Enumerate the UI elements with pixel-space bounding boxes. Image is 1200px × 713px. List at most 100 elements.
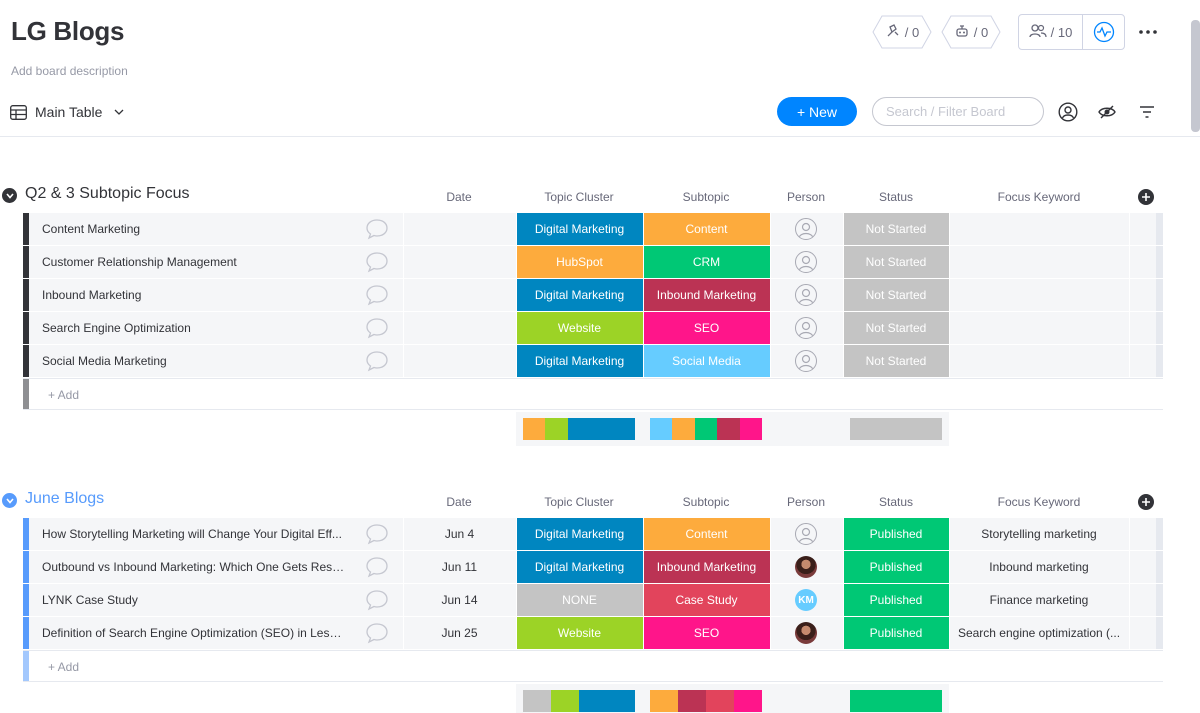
add-item-label[interactable]: + Add bbox=[48, 660, 80, 674]
summary-subtopic-bar[interactable] bbox=[650, 418, 762, 440]
person-cell[interactable] bbox=[770, 213, 842, 245]
new-item-button[interactable]: + New bbox=[777, 97, 857, 126]
chat-bubble-icon[interactable] bbox=[365, 556, 389, 578]
group-title[interactable]: Q2 & 3 Subtopic Focus bbox=[25, 185, 190, 202]
item-name[interactable]: LYNK Case Study bbox=[42, 593, 138, 607]
column-header-keyword[interactable]: Focus Keyword bbox=[997, 190, 1081, 204]
status-label[interactable]: Not Started bbox=[843, 345, 949, 377]
table-row[interactable]: Definition of Search Engine Optimization… bbox=[23, 617, 1163, 649]
column-header-keyword[interactable]: Focus Keyword bbox=[997, 495, 1081, 509]
item-name[interactable]: Content Marketing bbox=[42, 222, 141, 236]
table-row[interactable]: Customer Relationship Management HubSpot C… bbox=[23, 246, 1163, 278]
table-row[interactable]: Social Media Marketing Digital Marketing S… bbox=[23, 345, 1163, 377]
add-item-label[interactable]: + Add bbox=[48, 388, 80, 402]
subtopic-label[interactable]: CRM bbox=[643, 246, 770, 278]
focus-keyword-cell[interactable] bbox=[949, 312, 1129, 344]
topic-cluster-label[interactable]: Digital Marketing bbox=[516, 518, 643, 550]
summary-subtopic-bar[interactable] bbox=[650, 690, 762, 712]
topic-cluster-label[interactable]: Digital Marketing bbox=[516, 279, 643, 311]
person-cell[interactable] bbox=[770, 279, 842, 311]
add-item-row[interactable]: + Add bbox=[23, 378, 1163, 410]
focus-keyword-cell[interactable] bbox=[949, 246, 1129, 278]
date-cell[interactable]: Jun 4 bbox=[444, 527, 475, 541]
date-cell[interactable] bbox=[403, 246, 516, 278]
subtopic-label[interactable]: SEO bbox=[643, 617, 770, 649]
summary-topic-bar[interactable] bbox=[523, 418, 635, 440]
members-button[interactable]: / 10 bbox=[1019, 15, 1083, 49]
item-name[interactable]: How Storytelling Marketing will Change Y… bbox=[42, 527, 342, 541]
item-name[interactable]: Search Engine Optimization bbox=[42, 321, 191, 335]
column-header-person[interactable]: Person bbox=[786, 190, 826, 204]
item-name[interactable]: Outbound vs Inbound Marketing: Which One… bbox=[42, 560, 347, 574]
summary-status-bar[interactable] bbox=[850, 418, 942, 440]
board-title[interactable]: LG Blogs bbox=[11, 16, 125, 46]
date-cell[interactable]: Jun 14 bbox=[441, 593, 478, 607]
person-cell[interactable] bbox=[770, 518, 842, 550]
add-item-row[interactable]: + Add bbox=[23, 650, 1163, 682]
column-header-topic[interactable]: Topic Cluster bbox=[544, 495, 614, 509]
table-row[interactable]: Outbound vs Inbound Marketing: Which One… bbox=[23, 551, 1163, 583]
date-cell[interactable] bbox=[403, 213, 516, 245]
chat-bubble-icon[interactable] bbox=[365, 523, 389, 545]
person-cell[interactable] bbox=[770, 246, 842, 278]
column-header-subtopic[interactable]: Subtopic bbox=[682, 495, 730, 509]
chat-bubble-icon[interactable] bbox=[365, 350, 389, 372]
subtopic-label[interactable]: SEO bbox=[643, 312, 770, 344]
topic-cluster-label[interactable]: NONE bbox=[516, 584, 643, 616]
item-name[interactable]: Inbound Marketing bbox=[42, 288, 142, 302]
column-header-topic[interactable]: Topic Cluster bbox=[544, 190, 614, 204]
focus-keyword-cell[interactable]: Storytelling marketing bbox=[949, 518, 1129, 550]
column-header-date[interactable]: Date bbox=[446, 495, 472, 509]
status-label[interactable]: Published bbox=[843, 617, 949, 649]
focus-keyword-cell[interactable] bbox=[949, 345, 1129, 377]
column-header-person[interactable]: Person bbox=[786, 495, 826, 509]
table-row[interactable]: LYNK Case Study Jun 14 NONE Case Study KM Pub… bbox=[23, 584, 1163, 616]
focus-keyword-cell[interactable]: Finance marketing bbox=[949, 584, 1129, 616]
item-name[interactable]: Customer Relationship Management bbox=[42, 255, 237, 269]
chat-bubble-icon[interactable] bbox=[365, 589, 389, 611]
table-row[interactable]: Inbound Marketing Digital Marketing Inboun… bbox=[23, 279, 1163, 311]
status-label[interactable]: Not Started bbox=[843, 213, 949, 245]
column-header-subtopic[interactable]: Subtopic bbox=[682, 190, 730, 204]
group-title[interactable]: June Blogs bbox=[25, 490, 105, 507]
topic-cluster-label[interactable]: Digital Marketing bbox=[516, 213, 643, 245]
chat-bubble-icon[interactable] bbox=[365, 284, 389, 306]
subtopic-label[interactable]: Inbound Marketing bbox=[643, 551, 770, 583]
topic-cluster-label[interactable]: Website bbox=[516, 312, 643, 344]
status-label[interactable]: Not Started bbox=[843, 246, 949, 278]
table-row[interactable]: How Storytelling Marketing will Change Y… bbox=[23, 518, 1163, 550]
more-options-button[interactable] bbox=[1136, 22, 1160, 42]
topic-cluster-label[interactable]: Digital Marketing bbox=[516, 551, 643, 583]
subtopic-label[interactable]: Content bbox=[643, 213, 770, 245]
summary-status-bar[interactable] bbox=[850, 690, 942, 712]
item-name[interactable]: Definition of Search Engine Optimization… bbox=[42, 626, 347, 640]
date-cell[interactable] bbox=[403, 279, 516, 311]
date-cell[interactable]: Jun 11 bbox=[441, 560, 478, 574]
collapse-group-icon[interactable] bbox=[2, 493, 17, 508]
add-column-button[interactable] bbox=[1138, 494, 1154, 510]
column-header-status[interactable]: Status bbox=[878, 495, 914, 509]
date-cell[interactable] bbox=[403, 312, 516, 344]
focus-keyword-cell[interactable]: Search engine optimization (... bbox=[949, 617, 1129, 649]
activity-button[interactable] bbox=[1083, 21, 1124, 43]
subtopic-label[interactable]: Inbound Marketing bbox=[643, 279, 770, 311]
add-column-button[interactable] bbox=[1138, 189, 1154, 205]
topic-cluster-label[interactable]: Digital Marketing bbox=[516, 345, 643, 377]
view-selector[interactable]: Main Table bbox=[10, 100, 124, 124]
table-row[interactable]: Content Marketing Digital Marketing Conten… bbox=[23, 213, 1163, 245]
summary-topic-bar[interactable] bbox=[523, 690, 635, 712]
status-label[interactable]: Published bbox=[843, 518, 949, 550]
chat-bubble-icon[interactable] bbox=[365, 218, 389, 240]
status-label[interactable]: Published bbox=[843, 551, 949, 583]
search-filter-input[interactable] bbox=[872, 97, 1044, 126]
subtopic-label[interactable]: Content bbox=[643, 518, 770, 550]
person-cell[interactable] bbox=[770, 345, 842, 377]
subtopic-label[interactable]: Case Study bbox=[643, 584, 770, 616]
person-filter-button[interactable] bbox=[1056, 100, 1080, 124]
chat-bubble-icon[interactable] bbox=[365, 251, 389, 273]
integrations-button[interactable]: / 0 bbox=[941, 15, 1001, 49]
person-cell[interactable] bbox=[770, 551, 842, 583]
column-header-date[interactable]: Date bbox=[446, 190, 472, 204]
status-label[interactable]: Published bbox=[843, 584, 949, 616]
chat-bubble-icon[interactable] bbox=[365, 317, 389, 339]
